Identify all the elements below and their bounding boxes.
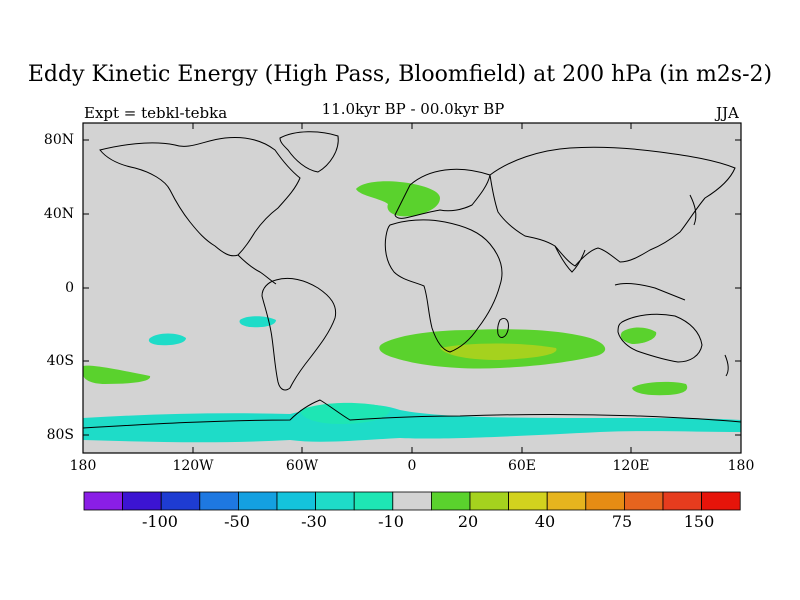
experiment-label: Expt = tebkl-tebka bbox=[84, 104, 228, 122]
anomaly-southern-ocean bbox=[83, 404, 741, 443]
coast-new-zealand bbox=[724, 354, 729, 377]
colorbar-box bbox=[469, 491, 509, 511]
coast-central-america bbox=[237, 254, 277, 285]
lon-label-180e: 180 bbox=[727, 458, 755, 474]
colorbar-label-40: 40 bbox=[534, 512, 556, 531]
colorbar-box bbox=[430, 491, 471, 511]
anomaly-south-australia bbox=[632, 381, 688, 396]
colorbar-label-neg10: -10 bbox=[378, 512, 404, 531]
lat-label-80s: 80S bbox=[46, 427, 74, 443]
anomaly-australia bbox=[620, 327, 657, 344]
colorbar-box bbox=[624, 491, 664, 511]
anomaly-pacific-1 bbox=[148, 333, 186, 346]
colorbar bbox=[83, 491, 741, 511]
coast-south-america bbox=[261, 277, 337, 391]
colorbar-box bbox=[353, 491, 394, 511]
coastlines bbox=[82, 131, 742, 429]
lon-label-0: 0 bbox=[407, 458, 417, 474]
colorbar-label-neg30: -30 bbox=[301, 512, 327, 531]
colorbar-label-150: 150 bbox=[683, 512, 715, 531]
coast-indonesia bbox=[614, 283, 686, 301]
lon-label-60e: 60E bbox=[507, 458, 537, 474]
colorbar-box bbox=[585, 491, 625, 511]
lon-label-60w: 60W bbox=[285, 458, 319, 474]
colorbar-label-75: 75 bbox=[611, 512, 633, 531]
colorbar-box bbox=[237, 491, 278, 511]
colorbar-box bbox=[315, 491, 355, 511]
axis-ticks bbox=[82, 123, 742, 453]
colorbar-box bbox=[546, 491, 587, 511]
anomaly-shading bbox=[83, 181, 741, 443]
anomaly-pacific-2 bbox=[239, 316, 276, 328]
coast-europe bbox=[394, 168, 491, 219]
colorbar-box bbox=[701, 491, 741, 511]
lon-label-180w: 180 bbox=[69, 458, 97, 474]
coast-madagascar bbox=[497, 317, 509, 338]
colorbar-box bbox=[508, 491, 548, 511]
lon-label-120w: 120W bbox=[172, 458, 214, 474]
lat-label-0: 0 bbox=[65, 280, 74, 296]
colorbar-label-neg100: -100 bbox=[142, 512, 178, 531]
plot-title: Eddy Kinetic Energy (High Pass, Bloomfie… bbox=[27, 62, 773, 87]
colorbar-box bbox=[160, 491, 201, 511]
lat-label-40s: 40S bbox=[46, 353, 74, 369]
coast-antarctica bbox=[82, 399, 742, 429]
coast-north-america bbox=[99, 137, 301, 257]
colorbar-label-neg50: -50 bbox=[224, 512, 250, 531]
coast-india bbox=[554, 245, 586, 273]
colorbar-box bbox=[122, 491, 162, 511]
colorbar-box bbox=[276, 491, 316, 511]
colorbar-box bbox=[392, 491, 432, 511]
coast-greenland bbox=[279, 131, 339, 173]
season-label: JJA bbox=[716, 104, 739, 122]
time-range-label: 11.0kyr BP - 00.0kyr BP bbox=[321, 100, 505, 118]
anomaly-south-pacific bbox=[83, 365, 151, 384]
coast-japan bbox=[689, 194, 697, 226]
coast-africa bbox=[384, 219, 503, 353]
colorbar-label-20: 20 bbox=[457, 512, 479, 531]
anomaly-europe bbox=[356, 181, 440, 217]
lat-label-40n: 40N bbox=[43, 206, 74, 222]
coast-australia bbox=[617, 313, 703, 363]
colorbar-box bbox=[662, 491, 702, 511]
colorbar-box bbox=[83, 491, 123, 511]
lat-label-80n: 80N bbox=[43, 132, 74, 148]
anomaly-south-indian-core bbox=[440, 343, 557, 360]
coast-asia bbox=[489, 146, 736, 267]
lon-label-120e: 120E bbox=[612, 458, 650, 474]
map-background bbox=[83, 123, 741, 453]
colorbar-box bbox=[199, 491, 239, 511]
